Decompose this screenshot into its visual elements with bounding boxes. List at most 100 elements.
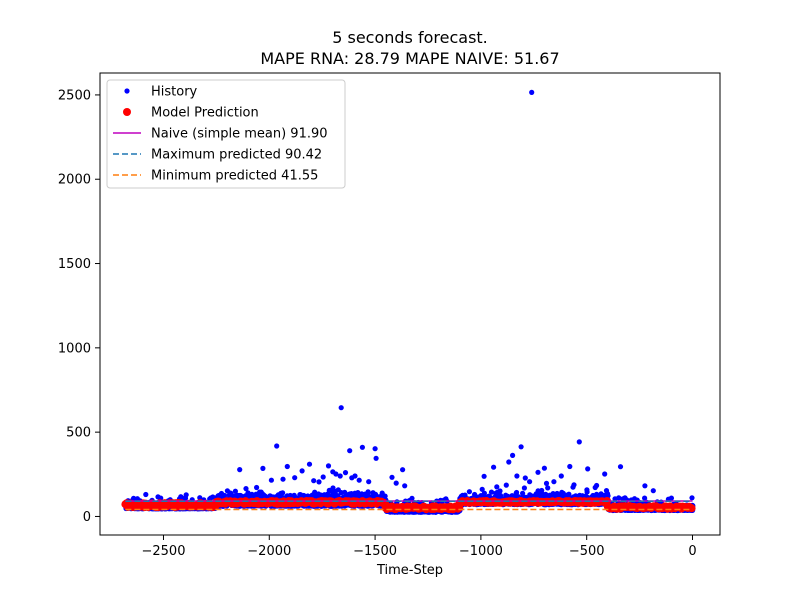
- history-point: [488, 489, 495, 495]
- history-point: [514, 489, 520, 496]
- plot-area: [121, 89, 696, 515]
- history-point: [550, 491, 556, 497]
- history-point: [642, 495, 648, 501]
- y-tick-label: 500: [66, 426, 91, 441]
- history-outlier-point: [617, 464, 624, 470]
- history-outlier-point: [535, 469, 541, 475]
- history-outlier-point: [292, 475, 298, 481]
- history-outlier-point: [389, 474, 395, 480]
- history-outlier-point: [306, 461, 313, 467]
- chart-title-line2: MAPE RNA: 28.79 MAPE NAIVE: 51.67: [260, 49, 559, 68]
- history-outlier-point: [320, 474, 326, 480]
- history-outlier-point: [509, 452, 516, 458]
- history-outlier-point: [280, 476, 286, 482]
- legend-frame: [106, 79, 346, 189]
- model-prediction-point: [687, 504, 696, 513]
- history-outlier-point: [347, 448, 353, 454]
- history-point: [566, 491, 572, 497]
- history-outlier-point: [543, 480, 550, 486]
- history-outlier-point: [349, 475, 355, 481]
- x-tick-label: −1000: [459, 544, 503, 559]
- history-point: [466, 489, 472, 495]
- history-point: [605, 493, 611, 499]
- history-outlier-point: [372, 446, 378, 452]
- history-outlier-point: [481, 473, 487, 479]
- history-point: [521, 485, 528, 491]
- legend-label: Minimum predicted 41.55: [151, 169, 318, 184]
- legend-marker: [124, 88, 130, 94]
- history-point: [520, 490, 526, 496]
- history-point: [131, 495, 137, 501]
- x-tick-label: −2500: [141, 544, 185, 559]
- legend-entry: Maximum predicted 90.42: [113, 148, 322, 163]
- history-outlier-point: [558, 473, 564, 479]
- history-point: [545, 485, 551, 491]
- history-point: [689, 495, 695, 501]
- history-point: [560, 490, 566, 496]
- history-outlier-point: [338, 405, 344, 411]
- history-outlier-point: [503, 482, 509, 488]
- history-point: [183, 492, 189, 498]
- history-outlier-point: [551, 479, 557, 485]
- y-tick-label: 2000: [58, 173, 91, 188]
- history-point: [479, 486, 485, 492]
- history-outlier-point: [518, 444, 524, 450]
- history-outlier-point: [299, 468, 305, 474]
- history-outlier-point: [642, 483, 648, 489]
- y-tick-label: 1000: [58, 341, 91, 356]
- history-outlier-point: [333, 471, 339, 477]
- history-outlier-point: [268, 477, 274, 483]
- history-outlier-point: [400, 467, 406, 473]
- history-point: [409, 495, 415, 501]
- history-outlier-point: [527, 479, 533, 485]
- history-outlier-point: [494, 484, 500, 490]
- history-point: [382, 493, 388, 499]
- history-outlier-point: [650, 488, 656, 494]
- history-point: [365, 489, 371, 495]
- history-outlier-point: [342, 470, 349, 476]
- history-outlier-point: [529, 89, 535, 95]
- x-tick-label: −2000: [247, 544, 291, 559]
- history-outlier-point: [571, 482, 577, 488]
- legend-label: Naive (simple mean) 91.90: [151, 127, 328, 142]
- x-axis-label: Time-Step: [376, 563, 443, 578]
- history-point: [197, 495, 203, 501]
- x-tick-label: 0: [688, 544, 696, 559]
- legend-entry: Minimum predicted 41.55: [113, 169, 318, 184]
- history-outlier-point: [522, 475, 528, 481]
- history-outlier-point: [325, 463, 332, 469]
- history-outlier-point: [316, 479, 322, 485]
- history-point: [497, 488, 503, 494]
- legend-label: History: [151, 85, 198, 100]
- history-outlier-point: [274, 443, 280, 449]
- history-outlier-point: [592, 484, 598, 491]
- history-point: [594, 491, 600, 497]
- history-outlier-point: [541, 465, 548, 471]
- history-outlier-point: [366, 479, 372, 485]
- legend-entry: Model Prediction: [123, 106, 259, 121]
- history-outlier-point: [237, 467, 243, 473]
- legend-entry: History: [124, 85, 198, 100]
- legend-entry: Naive (simple mean) 91.90: [113, 127, 328, 142]
- history-outlier-point: [402, 483, 408, 489]
- history-outlier-point: [254, 484, 260, 491]
- history-point: [481, 490, 487, 496]
- y-tick-label: 2500: [58, 88, 91, 103]
- history-point: [616, 495, 622, 501]
- history-outlier-point: [232, 488, 238, 494]
- history-outlier-point: [337, 473, 343, 479]
- legend-marker: [123, 108, 131, 116]
- history-outlier-point: [491, 464, 497, 470]
- history-outlier-point: [393, 480, 399, 486]
- history-outlier-point: [260, 465, 266, 471]
- y-tick-label: 0: [83, 510, 91, 525]
- legend: History Model Prediction Naive (simple mea…: [106, 79, 346, 189]
- history-outlier-point: [356, 477, 362, 483]
- history-outlier-point: [585, 466, 591, 472]
- history-point: [668, 495, 675, 501]
- axes-frame: [99, 72, 721, 536]
- history-outlier-point: [514, 473, 520, 479]
- history-outlier-point: [359, 444, 365, 450]
